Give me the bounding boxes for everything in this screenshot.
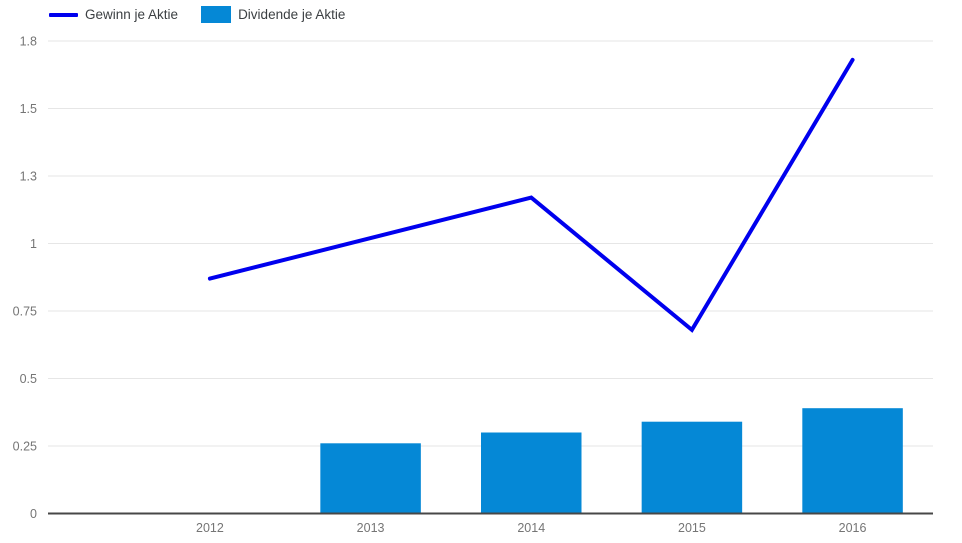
x-tick-label-2013: 2013 [357,521,385,535]
legend-label-gewinn: Gewinn je Aktie [85,7,179,22]
x-tick-label-2012: 2012 [196,521,224,535]
legend-item-gewinn-je-aktie[interactable]: Gewinn je Aktie [49,7,178,22]
bar-2015[interactable] [641,421,743,514]
y-tick-label-0.25: 0.25 [13,440,37,454]
y-tick-label-1: 1 [30,237,37,251]
y-tick-label-1.5: 1.5 [20,102,37,116]
x-tick-label-2015: 2015 [678,521,706,535]
legend-label-dividende: Dividende je Aktie [238,7,346,22]
y-tick-label-0.5: 0.5 [20,372,37,386]
legend-item-dividende-je-aktie[interactable]: Dividende je Aktie [201,6,345,23]
y-tick-label-1.8: 1.8 [20,35,37,49]
bar-series-swatch [201,6,232,23]
x-tick-label-2016: 2016 [839,521,867,535]
x-tick-label-2014: 2014 [517,521,545,535]
line-series-gewinn-je-aktie[interactable] [207,57,855,333]
bar-2016[interactable] [802,408,903,514]
line-series-swatch [49,12,78,17]
y-tick-label-0: 0 [30,507,37,521]
chart-legend: Gewinn je Aktie Dividende je Aktie [49,4,345,25]
bar-2013[interactable] [320,443,421,514]
bar-2014[interactable] [481,432,582,514]
y-tick-label-1.3: 1.3 [20,170,37,184]
y-tick-label-0.75: 0.75 [13,305,37,319]
